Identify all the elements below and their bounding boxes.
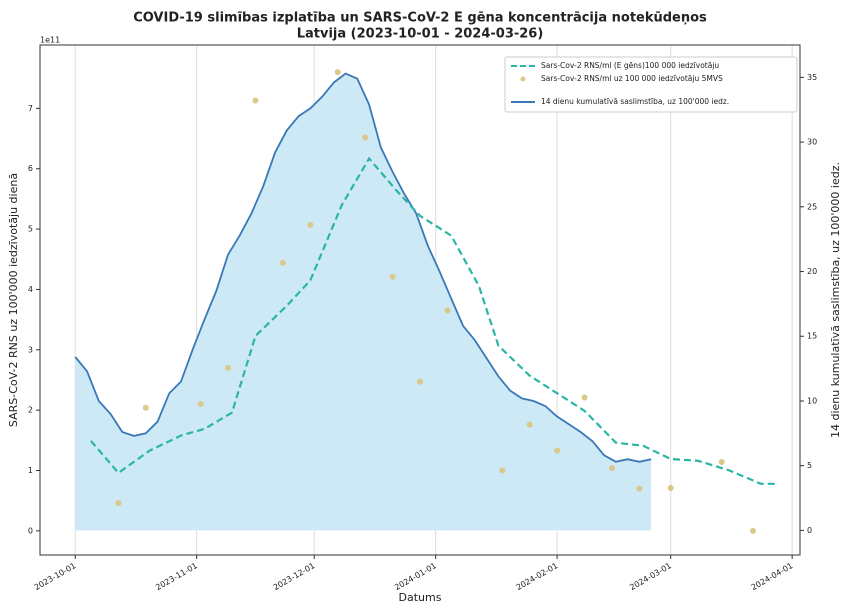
point bbox=[362, 134, 369, 141]
point bbox=[526, 421, 533, 428]
y-tick-label: 1 bbox=[28, 466, 33, 475]
legend-label: Sars-Cov-2 RNS/ml (E gēns)100 000 iedzīv… bbox=[541, 61, 719, 70]
point bbox=[142, 404, 149, 411]
y2-tick-label: 5 bbox=[807, 461, 812, 470]
point bbox=[334, 69, 341, 76]
y2-axis-label: 14 dienu kumulatīvā saslimstība, uz 100'… bbox=[829, 162, 842, 438]
plot-frame bbox=[39, 44, 801, 556]
point bbox=[749, 527, 756, 534]
y2-tick-label: 25 bbox=[807, 202, 817, 211]
y-tick-label: 3 bbox=[28, 345, 33, 354]
legend-label: Sars-Cov-2 RNS/ml uz 100 000 iedzīvotāju… bbox=[541, 74, 723, 83]
point bbox=[307, 221, 314, 228]
y-axis-label: SARS-CoV-2 RNS uz 100'000 iedzīvotāju di… bbox=[7, 173, 20, 427]
point bbox=[608, 465, 615, 472]
point bbox=[197, 401, 204, 408]
point bbox=[499, 467, 506, 474]
line bbox=[74, 72, 652, 463]
y2-tick-label: 35 bbox=[807, 73, 817, 82]
y-tick-label: 7 bbox=[28, 104, 33, 113]
x-tick-label: 2024-02-01 bbox=[515, 561, 560, 592]
y2-tick-label: 15 bbox=[807, 332, 817, 341]
y-tick-label: 2 bbox=[28, 406, 33, 415]
point bbox=[667, 485, 674, 492]
y2-tick-label: 10 bbox=[807, 396, 817, 405]
x-tick-label: 2024-03-01 bbox=[628, 561, 673, 592]
x-tick-label: 2023-10-01 bbox=[33, 561, 78, 592]
legend-box bbox=[504, 56, 798, 113]
line bbox=[90, 156, 777, 485]
x-tick-label: 2024-04-01 bbox=[750, 561, 795, 592]
y-tick-label: 4 bbox=[28, 285, 33, 294]
x-tick-label: 2024-01-01 bbox=[393, 561, 438, 592]
point bbox=[636, 485, 643, 492]
y-tick-label: 0 bbox=[28, 526, 33, 535]
x-tick-label: 2023-11-01 bbox=[154, 561, 199, 592]
point bbox=[417, 378, 423, 385]
x-tick-label: 2023-12-01 bbox=[272, 561, 317, 592]
y2-tick-label: 0 bbox=[807, 526, 812, 535]
point bbox=[389, 273, 396, 280]
point bbox=[444, 307, 451, 314]
y2-tick-label: 20 bbox=[807, 267, 817, 276]
point bbox=[225, 364, 232, 371]
point bbox=[554, 447, 561, 454]
point bbox=[279, 259, 286, 266]
legend-label: 14 dienu kumulatīvā saslimstība, uz 100'… bbox=[541, 97, 729, 106]
y-tick-label: 6 bbox=[28, 164, 33, 173]
x-axis-label: Datums bbox=[399, 591, 442, 604]
point bbox=[718, 459, 725, 466]
y2-tick-label: 30 bbox=[807, 138, 817, 147]
chart-title: Latvija (2023-10-01 - 2024-03-26) bbox=[297, 27, 544, 42]
area-fill bbox=[75, 73, 652, 531]
point bbox=[115, 500, 122, 507]
y-tick-label: 5 bbox=[28, 225, 33, 234]
chart-title: COVID-19 slimības izplatība un SARS-CoV-… bbox=[133, 11, 707, 26]
point bbox=[581, 394, 588, 401]
y-offset-label: 1e11 bbox=[40, 36, 60, 45]
legend-swatch bbox=[520, 76, 526, 82]
legend: Sars-Cov-2 RNS/ml (E gēns)100 000 iedzīv… bbox=[504, 56, 798, 113]
point bbox=[252, 97, 259, 104]
